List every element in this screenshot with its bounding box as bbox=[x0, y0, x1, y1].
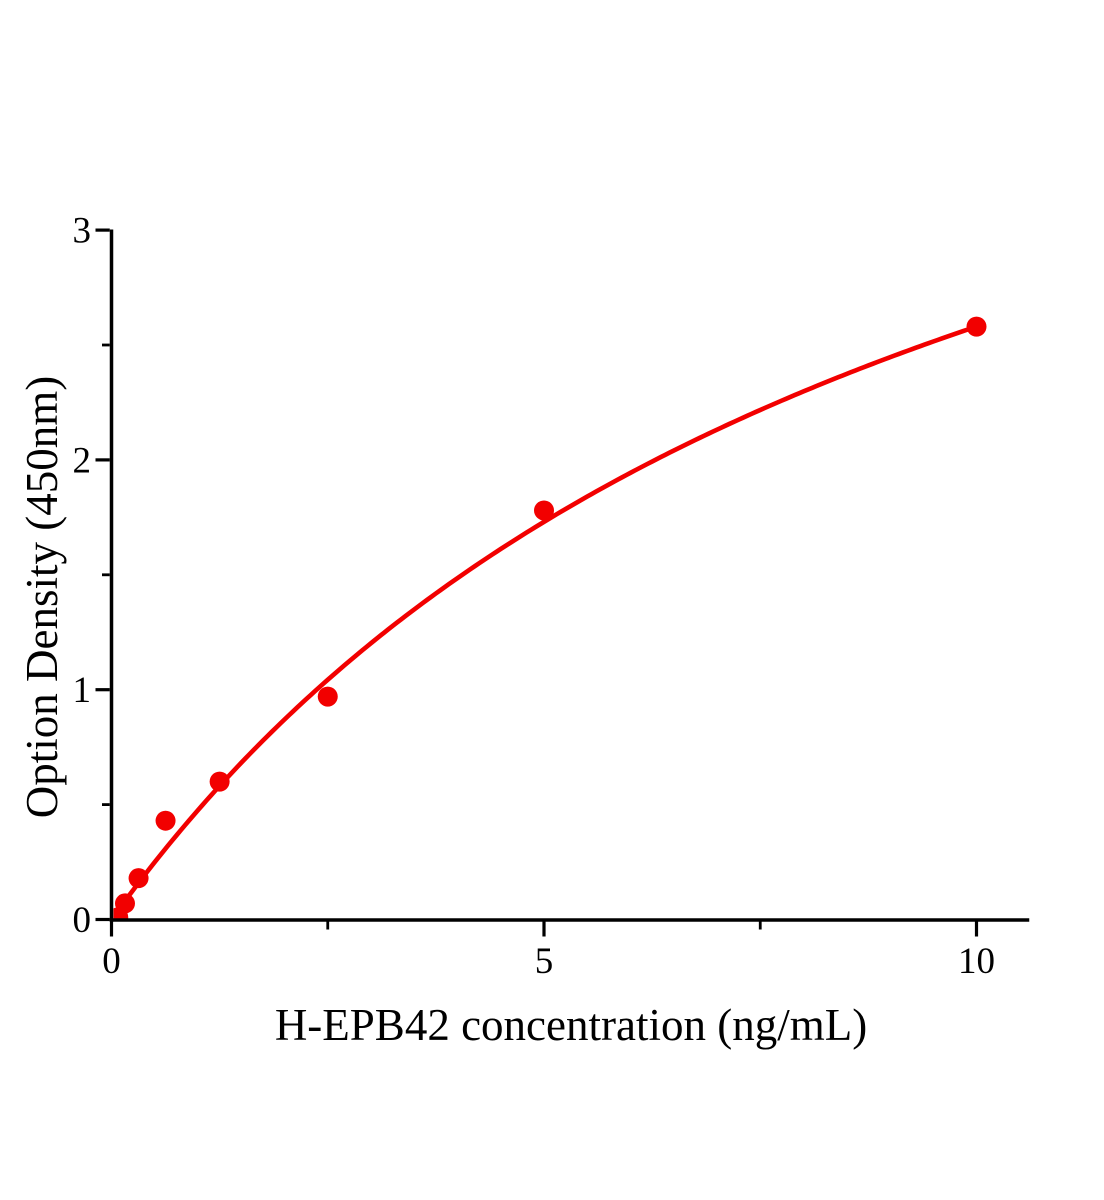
x-axis-title: H-EPB42 concentration (ng/mL) bbox=[274, 1000, 868, 1050]
y-tick-label: 2 bbox=[73, 440, 92, 481]
x-tick-label: 10 bbox=[958, 941, 995, 982]
data-point-marker bbox=[966, 316, 987, 337]
y-tick-label: 0 bbox=[73, 900, 92, 941]
data-point-marker bbox=[317, 686, 338, 707]
y-tick-label: 1 bbox=[73, 670, 92, 711]
x-tick-label: 5 bbox=[535, 941, 554, 982]
data-point-marker bbox=[209, 771, 230, 792]
data-point-marker bbox=[114, 893, 135, 914]
data-point-marker bbox=[155, 810, 176, 831]
x-tick-label: 0 bbox=[102, 941, 121, 982]
data-point-marker bbox=[128, 868, 149, 889]
data-layer bbox=[113, 316, 987, 919]
fit-curve-line bbox=[113, 324, 979, 919]
y-axis-title: Option Density (450nm) bbox=[17, 375, 67, 819]
y-tick-label: 3 bbox=[73, 211, 92, 252]
data-point-marker bbox=[534, 500, 554, 521]
